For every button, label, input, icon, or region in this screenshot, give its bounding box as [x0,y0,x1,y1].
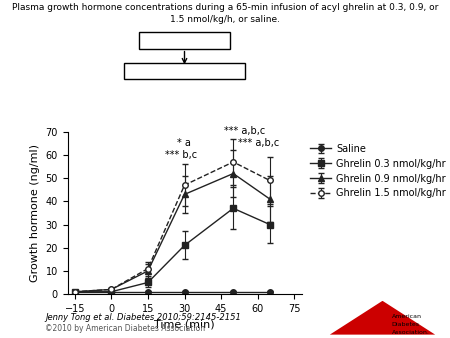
Y-axis label: Growth hormone (ng/ml): Growth hormone (ng/ml) [30,144,40,282]
Text: *** a,b,c: *** a,b,c [238,138,279,148]
Text: Ghrelin infusion: Ghrelin infusion [135,66,234,76]
X-axis label: Time (min): Time (min) [154,319,215,329]
Text: ©2010 by American Diabetes Association: ©2010 by American Diabetes Association [45,324,205,333]
Text: *** b,c: *** b,c [165,150,197,160]
Text: IV glucose: IV glucose [156,35,213,46]
Text: American: American [392,314,422,318]
Legend: Saline, Ghrelin 0.3 nmol/kg/hr, Ghrelin 0.9 nmol/kg/hr, Ghrelin 1.5 nmol/kg/hr: Saline, Ghrelin 0.3 nmol/kg/hr, Ghrelin … [306,140,450,202]
Text: * a: * a [177,138,191,148]
Text: 1.5 nmol/kg/h, or saline.: 1.5 nmol/kg/h, or saline. [170,15,280,24]
Text: *** a,b,c: *** a,b,c [224,126,265,137]
Text: Plasma growth hormone concentrations during a 65-min infusion of acyl ghrelin at: Plasma growth hormone concentrations dur… [12,3,438,13]
Text: Jenny Tong et al. Diabetes 2010;59:2145-2151: Jenny Tong et al. Diabetes 2010;59:2145-… [45,313,241,322]
Text: Diabetes: Diabetes [392,322,420,327]
Polygon shape [330,301,435,335]
Text: Association.: Association. [392,331,430,335]
